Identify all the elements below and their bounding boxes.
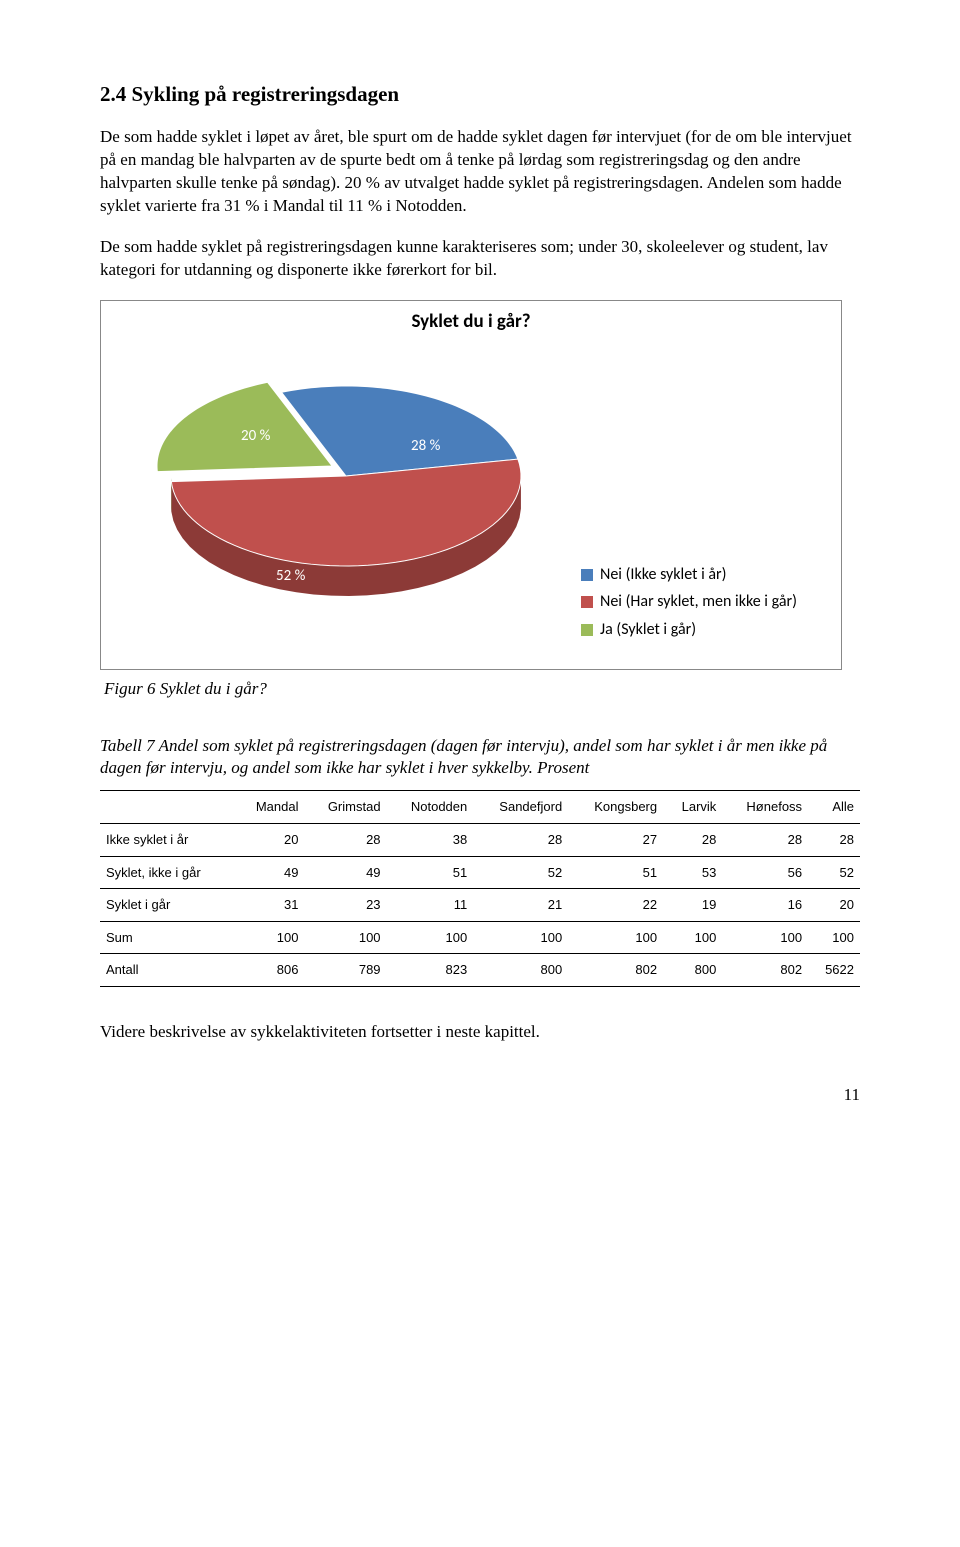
legend-label: Nei (Har syklet, men ikke i går): [600, 591, 797, 613]
table-cell: 49: [235, 856, 304, 889]
table-header-row: MandalGrimstadNotoddenSandefjordKongsber…: [100, 791, 860, 824]
table-cell: 806: [235, 954, 304, 987]
page-number: 11: [100, 1084, 860, 1107]
table-header-cell: Mandal: [235, 791, 304, 824]
table-cell: Syklet, ikke i går: [100, 856, 235, 889]
table-header-cell: [100, 791, 235, 824]
table-cell: 100: [387, 921, 474, 954]
closing-paragraph: Videre beskrivelse av sykkelaktiviteten …: [100, 1021, 860, 1044]
table-cell: 51: [387, 856, 474, 889]
table-cell: 100: [304, 921, 386, 954]
table-header-cell: Grimstad: [304, 791, 386, 824]
table-cell: 38: [387, 823, 474, 856]
legend-label: Ja (Syklet i går): [600, 619, 696, 641]
table-cell: 800: [663, 954, 722, 987]
table-cell: 100: [808, 921, 860, 954]
table-header-cell: Alle: [808, 791, 860, 824]
table-row: Antall8067898238008028008025622: [100, 954, 860, 987]
figure-caption: Figur 6 Syklet du i går?: [104, 678, 860, 701]
table-cell: 100: [722, 921, 808, 954]
table-cell: Syklet i går: [100, 889, 235, 922]
table-cell: 53: [663, 856, 722, 889]
section-heading: 2.4 Sykling på registreringsdagen: [100, 80, 860, 108]
table-cell: 16: [722, 889, 808, 922]
paragraph-1: De som hadde syklet i løpet av året, ble…: [100, 126, 860, 218]
table-cell: 5622: [808, 954, 860, 987]
table-cell: 100: [568, 921, 663, 954]
table-cell: 28: [663, 823, 722, 856]
legend-item: Nei (Har syklet, men ikke i går): [581, 591, 797, 613]
table-cell: 49: [304, 856, 386, 889]
pie-slice-pct: 20 %: [241, 426, 270, 446]
table-cell: 28: [722, 823, 808, 856]
legend-swatch: [581, 624, 593, 636]
data-table: MandalGrimstadNotoddenSandefjordKongsber…: [100, 790, 860, 986]
table-row: Syklet, ikke i går4949515251535652: [100, 856, 860, 889]
table-cell: 800: [473, 954, 568, 987]
chart-title: Syklet du i går?: [111, 309, 831, 335]
table-header-cell: Notodden: [387, 791, 474, 824]
table-cell: 11: [387, 889, 474, 922]
table-cell: 27: [568, 823, 663, 856]
table-cell: 100: [473, 921, 568, 954]
table-cell: 802: [722, 954, 808, 987]
table-cell: 28: [473, 823, 568, 856]
table-cell: 823: [387, 954, 474, 987]
table-cell: 23: [304, 889, 386, 922]
table-row: Ikke syklet i år2028382827282828: [100, 823, 860, 856]
legend-label: Nei (Ikke syklet i år): [600, 564, 726, 586]
table-cell: Ikke syklet i år: [100, 823, 235, 856]
table-cell: 100: [235, 921, 304, 954]
table-header-cell: Hønefoss: [722, 791, 808, 824]
table-header-cell: Kongsberg: [568, 791, 663, 824]
pie-slice-pct: 28 %: [411, 436, 440, 456]
table-cell: 789: [304, 954, 386, 987]
table-row: Syklet i går3123112122191620: [100, 889, 860, 922]
table-header-cell: Sandefjord: [473, 791, 568, 824]
legend-swatch: [581, 596, 593, 608]
table-caption: Tabell 7 Andel som syklet på registrerin…: [100, 735, 860, 781]
pie-chart: 28 % 52 % 20 %: [111, 341, 581, 661]
table-cell: 28: [304, 823, 386, 856]
pie-slice-pct: 52 %: [276, 566, 305, 586]
table-cell: Sum: [100, 921, 235, 954]
table-cell: 51: [568, 856, 663, 889]
table-row: Sum100100100100100100100100: [100, 921, 860, 954]
legend-item: Ja (Syklet i går): [581, 619, 797, 641]
pie-chart-container: Syklet du i går? 28 % 52 % 20 % Nei (Ikke …: [100, 300, 842, 670]
table-cell: 21: [473, 889, 568, 922]
paragraph-2: De som hadde syklet på registreringsdage…: [100, 236, 860, 282]
table-cell: 19: [663, 889, 722, 922]
table-cell: 20: [235, 823, 304, 856]
table-cell: 22: [568, 889, 663, 922]
table-cell: 56: [722, 856, 808, 889]
legend-swatch: [581, 569, 593, 581]
table-cell: 802: [568, 954, 663, 987]
legend-item: Nei (Ikke syklet i år): [581, 564, 797, 586]
table-cell: 52: [808, 856, 860, 889]
table-header-cell: Larvik: [663, 791, 722, 824]
table-cell: 28: [808, 823, 860, 856]
table-cell: 52: [473, 856, 568, 889]
table-cell: 100: [663, 921, 722, 954]
table-cell: Antall: [100, 954, 235, 987]
table-cell: 20: [808, 889, 860, 922]
table-cell: 31: [235, 889, 304, 922]
chart-legend: Nei (Ikke syklet i år) Nei (Har syklet, m…: [581, 558, 797, 661]
